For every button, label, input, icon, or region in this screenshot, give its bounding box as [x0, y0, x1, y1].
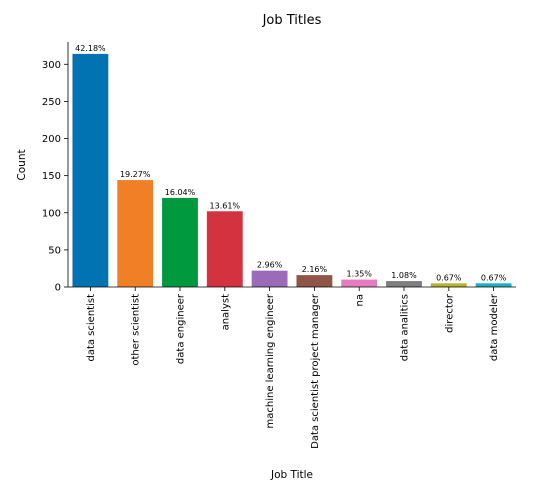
- data-label-7: 1.08%: [391, 271, 417, 280]
- data-labels-group: 42.18% 19.27% 16.04% 13.61% 2.96% 2.16% 1.35% 1…: [75, 44, 507, 282]
- data-label-2: 16.04%: [165, 188, 196, 197]
- y-axis-label: Count: [16, 149, 28, 180]
- chart-title: Job Titles: [262, 13, 322, 28]
- data-label-1: 19.27%: [120, 170, 151, 179]
- data-label-5: 2.16%: [302, 265, 328, 274]
- bar-9: [475, 283, 512, 287]
- data-label-3: 13.61%: [210, 201, 241, 210]
- bar-5: [296, 275, 333, 287]
- x-tick-label-4: machine learning engineer: [265, 293, 276, 428]
- data-label-8: 0.67%: [436, 273, 462, 282]
- bar-3: [206, 211, 243, 287]
- y-axis: 0 50 100 150 200 250 300: [42, 42, 69, 294]
- x-tick-label-9: data modeler: [489, 293, 500, 361]
- y-tick-label-0: 0: [55, 283, 61, 294]
- y-tick-label-5: 250: [42, 97, 61, 108]
- bar-4: [251, 270, 288, 287]
- y-tick-label-6: 300: [42, 60, 61, 71]
- x-tick-label-6: na: [355, 294, 366, 306]
- bar-8: [430, 283, 467, 287]
- bar-1: [117, 180, 154, 287]
- x-axis: data scientist other scientist data engine…: [68, 286, 516, 449]
- data-label-9: 0.67%: [481, 273, 507, 282]
- y-tick-label-2: 100: [42, 208, 61, 219]
- x-tick-label-5: Data scientist project manager: [310, 293, 321, 449]
- bar-6: [341, 279, 378, 287]
- y-tick-label-1: 50: [48, 245, 61, 256]
- bar-0: [72, 53, 109, 287]
- y-tick-label-3: 150: [42, 171, 61, 182]
- x-tick-label-8: director: [444, 293, 455, 333]
- y-tick-label-4: 200: [42, 134, 61, 145]
- x-tick-label-7: data analitics: [400, 294, 411, 361]
- bar-7: [386, 281, 422, 287]
- x-axis-label: Job Title: [270, 469, 313, 481]
- data-label-4: 2.96%: [257, 261, 283, 270]
- x-tick-label-3: analyst: [220, 294, 231, 331]
- bar-2: [162, 197, 198, 287]
- data-label-0: 42.18%: [75, 44, 106, 53]
- x-tick-label-1: other scientist: [131, 294, 142, 366]
- data-label-6: 1.35%: [346, 270, 372, 279]
- x-tick-label-0: data scientist: [86, 294, 97, 362]
- bars-group: [72, 53, 512, 287]
- x-tick-label-2: data engineer: [176, 293, 187, 364]
